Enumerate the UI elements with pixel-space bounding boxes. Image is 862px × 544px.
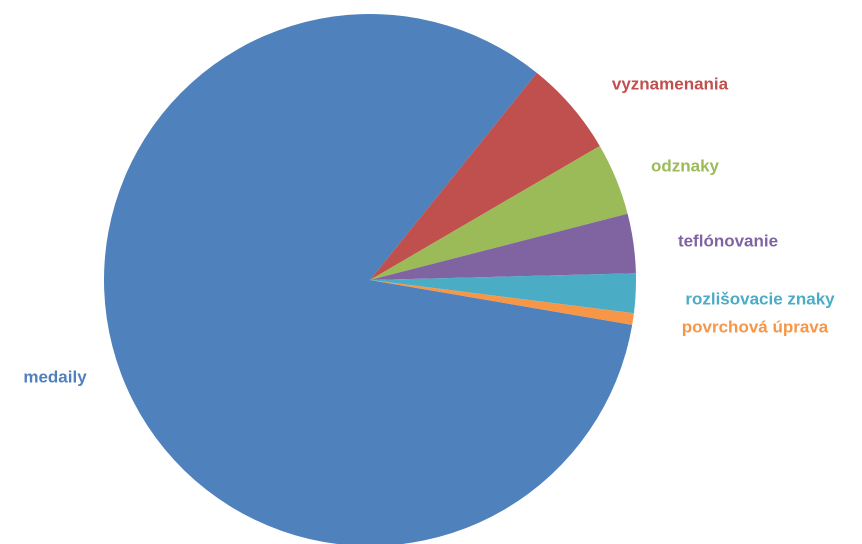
pie-slice bbox=[370, 72, 600, 280]
pie-slice bbox=[370, 145, 628, 280]
pie-slice bbox=[370, 273, 636, 314]
slice-label: medaily bbox=[23, 367, 87, 386]
pie-slice bbox=[104, 14, 633, 544]
pie-slice bbox=[370, 280, 634, 325]
slice-label: vyznamenania bbox=[612, 74, 729, 93]
pie-slice bbox=[370, 213, 636, 280]
slice-label: teflónovanie bbox=[678, 231, 778, 250]
slice-label: odznaky bbox=[651, 156, 720, 175]
slice-label: povrchová úprava bbox=[682, 317, 829, 336]
slice-label: rozlišovacie znaky bbox=[685, 289, 835, 308]
